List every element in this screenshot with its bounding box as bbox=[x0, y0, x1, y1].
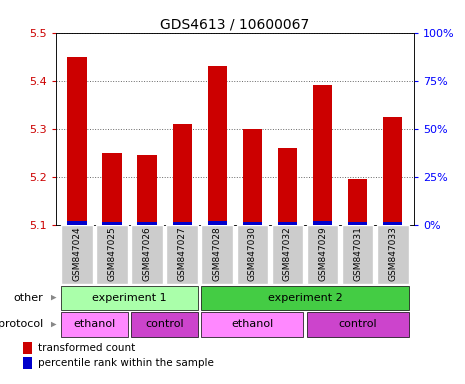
Bar bbox=[342, 225, 373, 284]
Bar bbox=[173, 222, 192, 225]
Bar bbox=[67, 57, 86, 221]
Text: GSM847030: GSM847030 bbox=[248, 227, 257, 281]
Bar bbox=[67, 221, 86, 225]
Bar bbox=[96, 225, 128, 284]
Bar bbox=[237, 225, 268, 284]
Text: control: control bbox=[339, 319, 377, 329]
Text: GSM847033: GSM847033 bbox=[388, 227, 397, 281]
Bar bbox=[61, 286, 198, 310]
Bar bbox=[377, 225, 409, 284]
Bar bbox=[201, 225, 233, 284]
Bar bbox=[201, 286, 409, 310]
Bar bbox=[131, 225, 163, 284]
Text: GSM847025: GSM847025 bbox=[107, 227, 116, 281]
Bar bbox=[243, 129, 262, 222]
Bar bbox=[173, 124, 192, 222]
Text: other: other bbox=[14, 293, 44, 303]
Bar bbox=[272, 225, 303, 284]
Text: experiment 2: experiment 2 bbox=[268, 293, 342, 303]
Text: GSM847026: GSM847026 bbox=[143, 227, 152, 281]
Title: GDS4613 / 10600067: GDS4613 / 10600067 bbox=[160, 18, 309, 31]
Bar bbox=[102, 153, 122, 222]
Text: percentile rank within the sample: percentile rank within the sample bbox=[38, 359, 214, 369]
Bar bbox=[278, 148, 297, 222]
Text: protocol: protocol bbox=[0, 319, 44, 329]
Bar bbox=[102, 222, 122, 225]
Bar bbox=[23, 342, 32, 354]
Text: GSM847027: GSM847027 bbox=[178, 227, 186, 281]
Text: control: control bbox=[145, 319, 184, 329]
Bar bbox=[383, 117, 402, 222]
Bar bbox=[61, 313, 128, 336]
Bar bbox=[207, 221, 227, 225]
Bar bbox=[138, 222, 157, 225]
Bar bbox=[207, 66, 227, 221]
Text: transformed count: transformed count bbox=[38, 343, 135, 353]
Bar bbox=[348, 222, 367, 225]
Text: ethanol: ethanol bbox=[73, 319, 115, 329]
Bar bbox=[166, 225, 198, 284]
Bar bbox=[278, 222, 297, 225]
Bar bbox=[348, 179, 367, 222]
Text: GSM847028: GSM847028 bbox=[213, 227, 222, 281]
Bar bbox=[307, 225, 339, 284]
Bar bbox=[138, 155, 157, 222]
Bar bbox=[23, 358, 32, 369]
Text: ethanol: ethanol bbox=[231, 319, 273, 329]
Bar bbox=[201, 313, 303, 336]
Bar bbox=[61, 225, 93, 284]
Bar bbox=[313, 221, 332, 225]
Bar bbox=[307, 313, 409, 336]
Text: GSM847029: GSM847029 bbox=[318, 227, 327, 281]
Text: GSM847032: GSM847032 bbox=[283, 227, 292, 281]
Bar bbox=[313, 86, 332, 221]
Text: experiment 1: experiment 1 bbox=[92, 293, 167, 303]
Bar bbox=[243, 222, 262, 225]
Bar bbox=[383, 222, 402, 225]
Text: GSM847024: GSM847024 bbox=[73, 227, 81, 281]
Text: GSM847031: GSM847031 bbox=[353, 227, 362, 281]
Bar bbox=[131, 313, 198, 336]
